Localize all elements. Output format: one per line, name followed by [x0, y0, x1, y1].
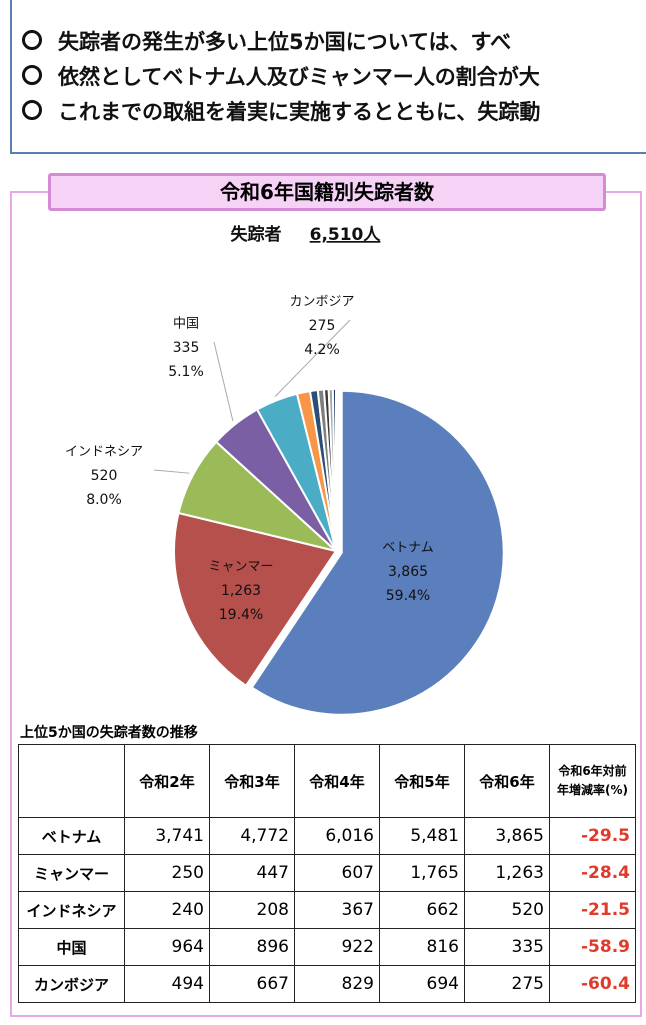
cell: 5,481 [379, 817, 465, 855]
pie-slice [331, 387, 337, 552]
cell: 896 [209, 928, 295, 966]
slice-label: カンボジア [289, 295, 354, 310]
slice-value: 1,263 [221, 583, 261, 599]
subtitle-label: 失踪者 [231, 224, 282, 245]
cell: 662 [379, 891, 465, 929]
pie-slice [173, 511, 338, 688]
cell: 694 [379, 965, 465, 1003]
leader-line [153, 469, 190, 474]
cell: 520 [464, 891, 550, 929]
column-header: 令和3年 [209, 744, 295, 818]
cell: 367 [294, 891, 380, 929]
table: 令和2年 令和3年 令和4年 令和5年 令和6年 令和6年対前年増減率(%) ベトナム 3,7… [18, 744, 636, 1003]
slice-value: 520 [91, 468, 118, 484]
pie-slice [250, 389, 505, 716]
slice-value: 3,865 [388, 564, 428, 580]
table-title: 上位5か国の失踪者数の推移 [20, 725, 198, 741]
slice-percent: 8.0% [86, 492, 122, 508]
bullet-text: これまでの取組を着実に実施するとともに、失踪動 [58, 100, 541, 124]
slice-label: ベトナム [382, 541, 434, 556]
slice-percent: 19.4% [219, 607, 263, 623]
bullet-text: 失踪者の発生が多い上位5か国については、すべ [58, 30, 512, 54]
cell: 922 [294, 928, 380, 966]
cell: 494 [124, 965, 210, 1003]
bullet: 失踪者の発生が多い上位5か国については、すべ [22, 26, 511, 56]
row-header: ベトナム [18, 817, 125, 855]
summary-box: 失踪者の発生が多い上位5か国については、すべ 依然としてベトナム人及びミャンマー… [10, 0, 646, 154]
cell: 275 [464, 965, 550, 1003]
cell: 829 [294, 965, 380, 1003]
bullet-text: 依然としてベトナム人及びミャンマー人の割合が大 [58, 65, 540, 89]
cell: 964 [124, 928, 210, 966]
table-row: 中国 964 896 922 816 335 -58.9 [18, 928, 636, 966]
cell: 816 [379, 928, 465, 966]
slice-label: ミャンマー [208, 560, 273, 575]
row-header: インドネシア [18, 891, 125, 929]
cell: -28.4 [549, 854, 636, 892]
slice-percent: 59.4% [386, 588, 430, 604]
cell: 250 [124, 854, 210, 892]
cell: -21.5 [549, 891, 636, 929]
slice-value: 275 [309, 318, 336, 334]
leader-line [213, 341, 234, 422]
chart: 失踪者 6,510人 ベトナム 3,865 59.4% ミャンマー 1,263 19.4%… [65, 224, 505, 716]
cell: 1,263 [464, 854, 550, 892]
column-header: 令和6年 [464, 744, 550, 818]
cell: 1,765 [379, 854, 465, 892]
slice-value: 335 [173, 340, 200, 356]
cell: 667 [209, 965, 295, 1003]
cell: -60.4 [549, 965, 636, 1003]
cell: 3,865 [464, 817, 550, 855]
bullet: これまでの取組を着実に実施するとともに、失踪動 [22, 96, 540, 126]
header-empty [18, 744, 125, 818]
slice-label: インドネシア [65, 445, 143, 460]
subtitle-value: 6,510人 [310, 225, 382, 245]
column-header: 令和4年 [294, 744, 380, 818]
chart-title: 令和6年国籍別失踪者数 [48, 173, 606, 211]
slice-percent: 5.1% [168, 364, 204, 380]
cell: 4,772 [209, 817, 295, 855]
leader-line [274, 319, 351, 397]
bullet: 依然としてベトナム人及びミャンマー人の割合が大 [22, 61, 540, 91]
cell: 447 [209, 854, 295, 892]
cell: -29.5 [549, 817, 636, 855]
cell: 3,741 [124, 817, 210, 855]
row-header: カンボジア [18, 965, 125, 1003]
slice-label: 中国 [173, 317, 199, 332]
column-header: 令和5年 [379, 744, 465, 818]
table-row: ミャンマー 250 447 607 1,765 1,263 -28.4 [18, 854, 636, 892]
cell: 6,016 [294, 817, 380, 855]
column-header: 令和6年対前年増減率(%) [549, 744, 636, 818]
column-header: 令和2年 [124, 744, 210, 818]
cell: 335 [464, 928, 550, 966]
cell: 240 [124, 891, 210, 929]
slice-percent: 4.2% [304, 342, 340, 358]
cell: 208 [209, 891, 295, 929]
table-row: インドネシア 240 208 367 662 520 -21.5 [18, 891, 636, 929]
row-header: ミャンマー [18, 854, 125, 892]
table-row: ベトナム 3,741 4,772 6,016 5,481 3,865 -29.5 [18, 817, 636, 855]
cell: -58.9 [549, 928, 636, 966]
row-header: 中国 [18, 928, 125, 966]
cell: 607 [294, 854, 380, 892]
table-row: カンボジア 494 667 829 694 275 -60.4 [18, 965, 636, 1003]
